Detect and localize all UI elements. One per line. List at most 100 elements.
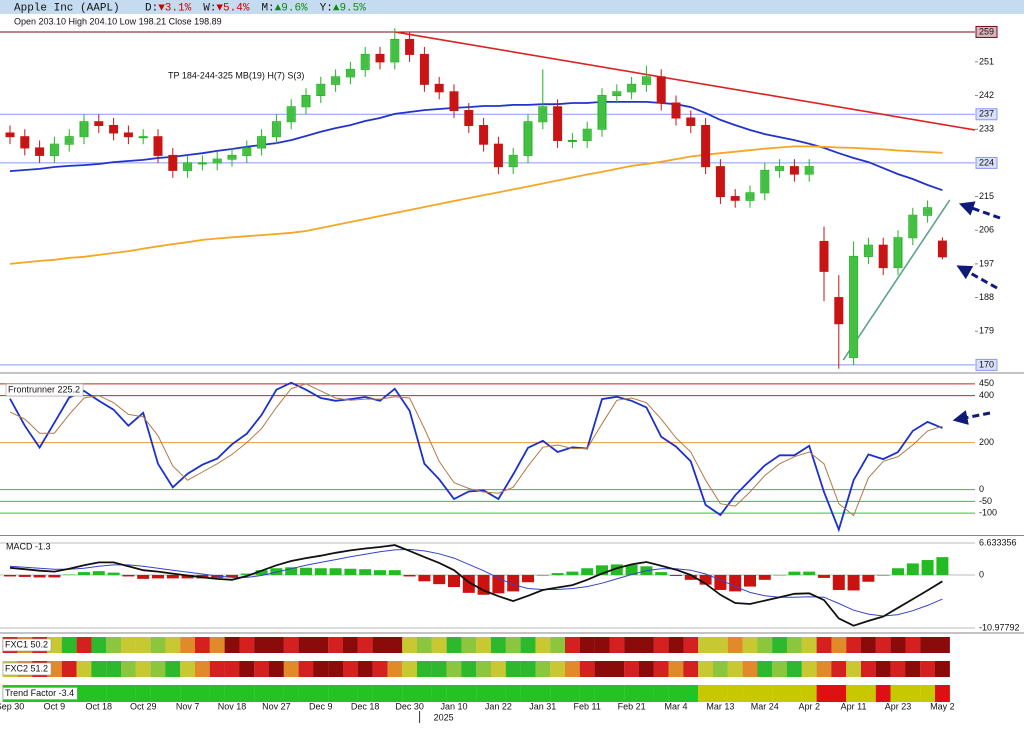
candle-fill xyxy=(243,148,251,155)
histogram-bar xyxy=(181,574,194,579)
heat-cell xyxy=(579,637,595,653)
heat-cell xyxy=(698,661,714,677)
candle-body xyxy=(493,143,503,168)
heat-cell xyxy=(579,661,595,677)
heat-cell xyxy=(565,661,580,677)
heat-cell xyxy=(535,637,551,653)
histogram-bar xyxy=(625,564,638,575)
heat-cell xyxy=(328,685,344,702)
heat-cell xyxy=(313,637,329,653)
heat-cell xyxy=(446,637,462,653)
heat-cell xyxy=(742,661,758,677)
heat-cell xyxy=(505,685,521,702)
heat-cell xyxy=(905,637,921,653)
candle-body xyxy=(464,110,474,126)
strip-label-group: Trend Factor -3.4 xyxy=(2,687,78,700)
candle-body xyxy=(878,244,888,269)
level-label-box xyxy=(975,358,998,371)
histogram-bar xyxy=(758,574,771,580)
candle-body xyxy=(5,132,15,138)
heat-cell xyxy=(727,637,743,653)
candle-fill xyxy=(317,84,325,96)
histogram-bar xyxy=(581,568,594,575)
heat-cell xyxy=(639,637,654,653)
candle-fill xyxy=(258,137,266,148)
heat-cell xyxy=(343,685,358,702)
y-tick-label: 0 xyxy=(979,569,984,579)
x-tick-label: Nov 18 xyxy=(218,701,247,711)
heat-cell xyxy=(653,637,669,653)
trendline xyxy=(394,31,976,131)
heat-cell xyxy=(698,637,714,653)
arrow xyxy=(958,201,1001,220)
histogram-bar xyxy=(477,574,490,595)
heat-cell xyxy=(935,685,950,702)
heat-cell xyxy=(594,661,610,677)
heat-cell xyxy=(402,637,418,653)
panel-label: Frontrunner 225.2 xyxy=(8,384,80,394)
heat-cell xyxy=(461,637,477,653)
candle-fill xyxy=(628,84,636,92)
strip-label-box xyxy=(2,662,52,676)
histogram-bar xyxy=(226,574,238,578)
heat-cell xyxy=(491,685,506,702)
heat-cell xyxy=(165,661,181,677)
y-tick-label: 237 xyxy=(979,109,994,119)
strip-label-box xyxy=(2,638,52,652)
heat-cell xyxy=(816,685,832,702)
histogram-bar xyxy=(78,572,90,575)
histogram-bar xyxy=(255,570,268,575)
heat-cell xyxy=(505,637,521,653)
histogram-bar xyxy=(314,568,327,575)
histogram-bar xyxy=(729,574,742,592)
x-tick-label: Feb 11 xyxy=(574,701,601,711)
histogram-bar xyxy=(92,571,105,575)
y-tick-label: 251 xyxy=(979,56,994,66)
heat-cell xyxy=(150,661,166,677)
heat-cell xyxy=(816,637,832,653)
histogram-bar xyxy=(832,574,845,590)
histogram-bar xyxy=(847,574,860,591)
histogram-bar xyxy=(4,574,16,577)
heat-cell xyxy=(269,661,284,677)
histogram-bar xyxy=(285,567,298,575)
heat-cell xyxy=(106,685,122,702)
candle-body xyxy=(671,102,681,119)
heat-cell xyxy=(920,637,936,653)
y-tick-label: 200 xyxy=(979,437,994,447)
heat-cell xyxy=(150,637,166,653)
heat-cell xyxy=(698,685,714,702)
heat-cell xyxy=(61,661,77,677)
candle-body xyxy=(449,91,459,112)
heat-cell xyxy=(387,661,403,677)
heat-cell xyxy=(135,661,151,677)
heat-cell xyxy=(831,685,847,702)
heat-cell xyxy=(446,661,462,677)
heat-cell xyxy=(653,661,669,677)
histogram-bar xyxy=(344,568,357,575)
histogram-bar xyxy=(684,574,697,580)
candle-fill xyxy=(65,137,73,144)
y-tick-label: 233 xyxy=(979,124,994,134)
histogram-bar xyxy=(862,574,875,582)
candle-fill xyxy=(539,107,547,122)
heat-cell xyxy=(417,637,432,653)
heat-cell xyxy=(875,685,891,702)
heat-cell xyxy=(757,637,773,653)
x-tick-label: Nov 27 xyxy=(262,701,291,711)
x-tick-label: Nov 7 xyxy=(176,701,200,711)
y-tick-label: 197 xyxy=(979,258,994,268)
heat-cell xyxy=(920,685,936,702)
x-tick-label: Dec 18 xyxy=(351,701,380,711)
heat-cell xyxy=(121,685,136,702)
heat-cell xyxy=(357,637,373,653)
heat-cell xyxy=(461,685,477,702)
candle-body xyxy=(197,162,207,165)
candle-fill xyxy=(391,39,399,62)
candle-fill xyxy=(302,96,310,107)
candle-body xyxy=(168,154,178,171)
heat-cell xyxy=(594,685,610,702)
histogram-bar xyxy=(329,568,342,575)
period-change: D:▼3.1% xyxy=(145,2,192,14)
y-tick-label: 242 xyxy=(979,90,994,100)
